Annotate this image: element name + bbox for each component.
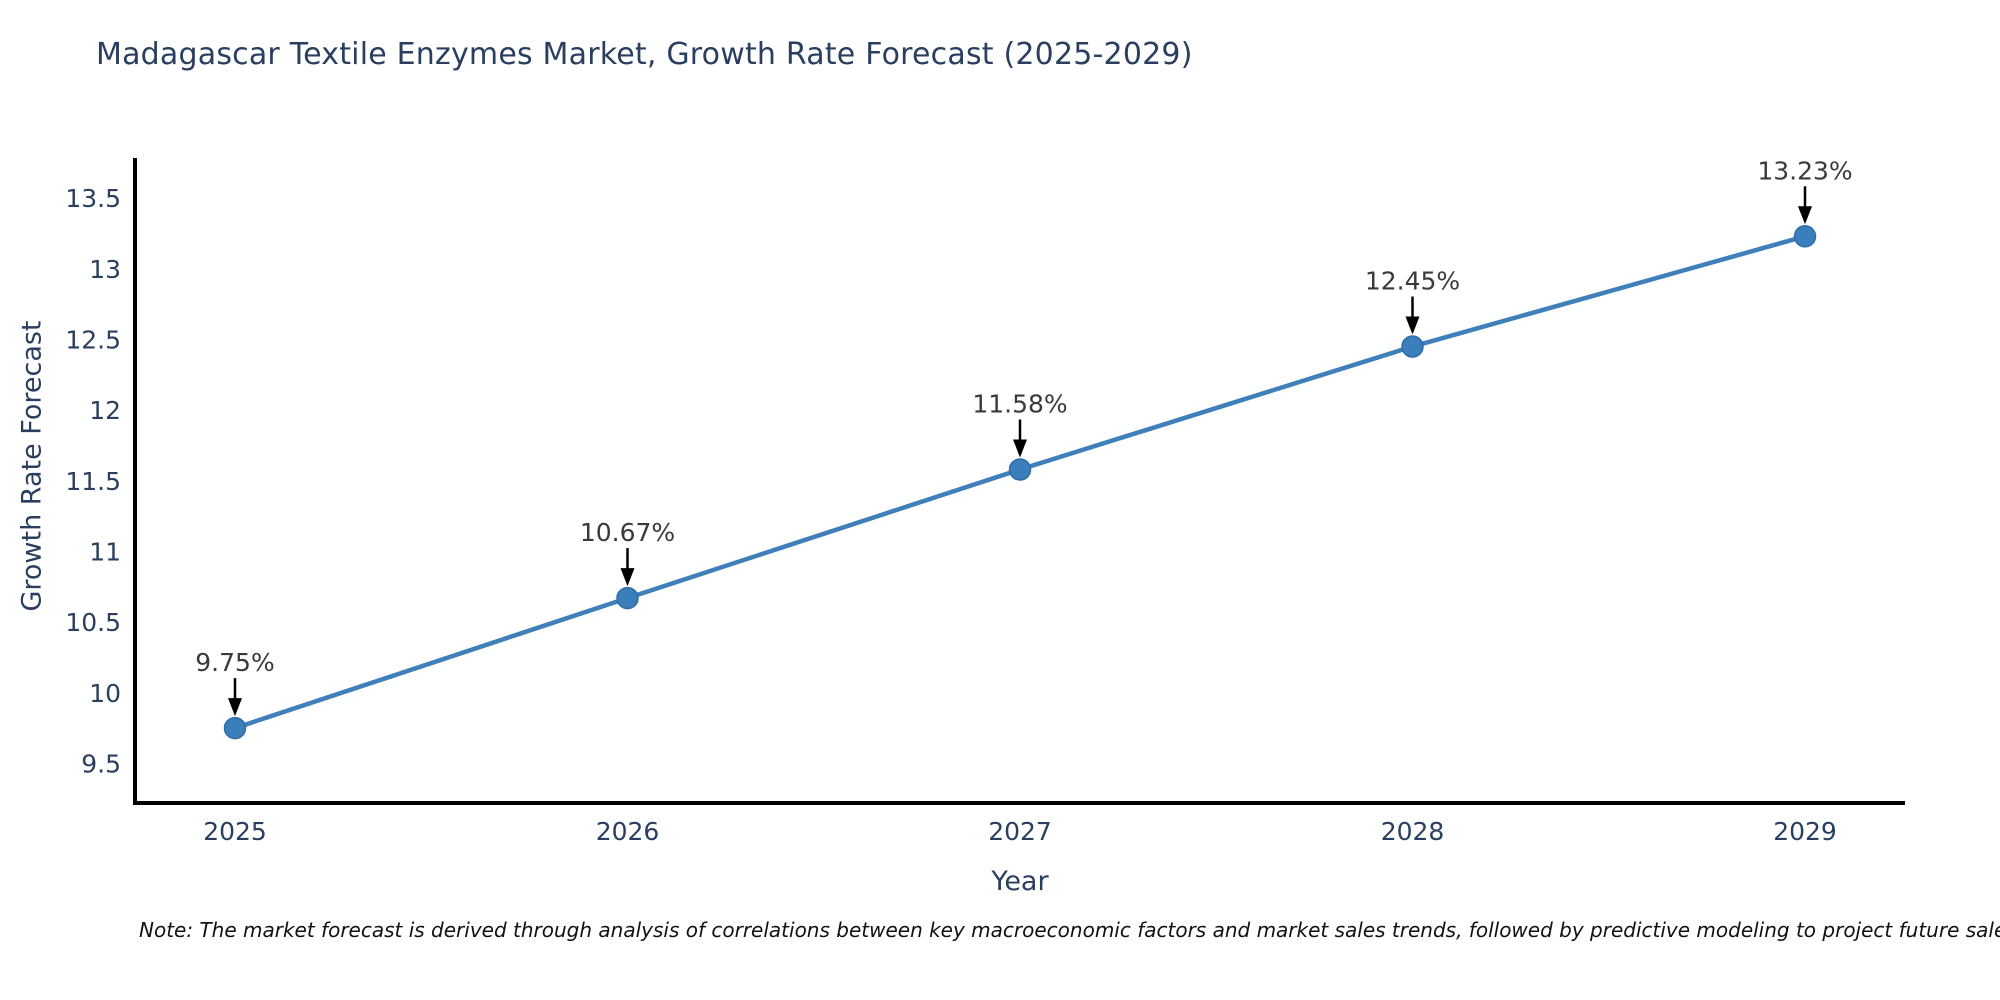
data-point-label: 13.23% [1757, 156, 1852, 185]
y-tick-label: 10 [89, 679, 121, 708]
x-tick-label: 2026 [596, 817, 660, 846]
annotation-arrow-head [1013, 439, 1027, 458]
x-tick-label: 2028 [1381, 817, 1445, 846]
annotation-arrow-head [1798, 206, 1812, 225]
data-point-label: 11.58% [972, 389, 1067, 418]
annotation-arrow-head [620, 568, 635, 587]
y-tick-label: 12 [89, 396, 121, 425]
y-tick-label: 11 [89, 537, 121, 566]
footnote: Note: The market forecast is derived thr… [139, 918, 2000, 942]
y-tick-label: 10.5 [65, 608, 121, 637]
chart-title: Madagascar Textile Enzymes Market, Growt… [96, 37, 1193, 72]
x-tick-label: 2027 [988, 817, 1052, 846]
data-point-marker [1008, 458, 1032, 481]
data-point-label: 10.67% [580, 518, 675, 547]
y-axis-title: Growth Rate Forecast [16, 320, 48, 612]
data-point-label: 9.75% [195, 648, 274, 677]
y-tick-label: 9.5 [81, 749, 121, 778]
y-tick-label: 13 [89, 255, 121, 284]
y-tick-label: 11.5 [65, 467, 121, 496]
y-tick-label: 12.5 [65, 325, 121, 354]
annotation-arrow-head [1405, 316, 1420, 335]
data-point-marker [1401, 335, 1424, 358]
y-tick-label: 13.5 [65, 184, 121, 213]
data-point-marker [616, 586, 639, 610]
x-tick-label: 2025 [203, 817, 267, 846]
annotation-arrow-head [228, 698, 242, 717]
data-point-label: 12.45% [1365, 267, 1460, 296]
data-point-marker [1793, 225, 1817, 248]
x-tick-label: 2029 [1773, 817, 1837, 846]
data-point-marker [223, 716, 247, 740]
trend-line [232, 234, 1808, 731]
x-axis-title: Year [991, 866, 1049, 897]
